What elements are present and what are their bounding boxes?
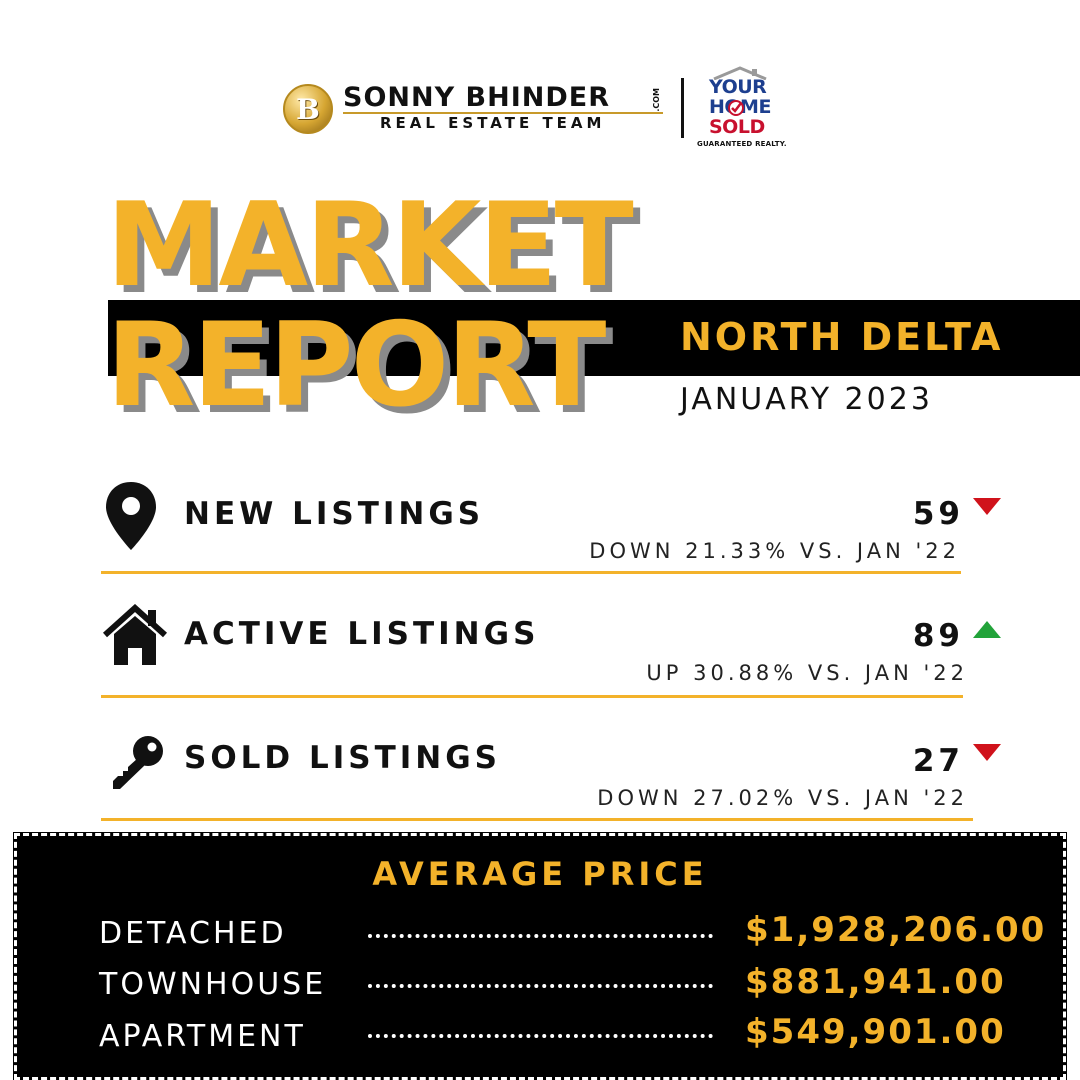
- price-value-townhouse: $881,941.00: [745, 962, 1006, 1002]
- price-label-townhouse: TOWNHOUSE: [99, 967, 327, 1002]
- roof-icon: [713, 66, 767, 80]
- stat-divider: [101, 818, 973, 821]
- location-label: NORTH DELTA: [680, 315, 1004, 359]
- key-icon: [113, 736, 163, 789]
- price-label-detached: DETACHED: [99, 916, 287, 951]
- average-price-panel: [13, 832, 1067, 1080]
- average-price-title: AVERAGE PRICE: [372, 855, 708, 893]
- trend-down-icon: [973, 744, 1001, 761]
- stat-label-active-listings: ACTIVE LISTINGS: [184, 616, 540, 652]
- report-period: JANUARY 2023: [680, 382, 933, 417]
- brand-name: SONNY BHINDER: [343, 82, 611, 113]
- stat-value-active-listings: 89: [912, 618, 964, 654]
- price-value-apartment: $549,901.00: [745, 1012, 1006, 1052]
- dotted-leader: [368, 984, 713, 988]
- trend-up-icon: [973, 621, 1001, 638]
- brand-initial: B: [296, 92, 320, 126]
- stat-change-sold-listings: DOWN 27.02% VS. JAN '22: [597, 786, 968, 810]
- partner-logo-footer: GUARANTEED REALTY.: [697, 140, 787, 148]
- stat-change-new-listings: DOWN 21.33% VS. JAN '22: [589, 539, 960, 563]
- brand-logo-emblem: B: [283, 84, 333, 134]
- title-line-1: MARKET: [106, 178, 634, 313]
- stat-label-new-listings: NEW LISTINGS: [184, 496, 485, 532]
- stat-change-active-listings: UP 30.88% VS. JAN '22: [646, 661, 968, 685]
- logo-divider: [681, 78, 684, 138]
- stat-value-new-listings: 59: [912, 496, 964, 532]
- brand-underline: [343, 112, 663, 114]
- check-icon: [728, 100, 744, 116]
- trend-down-icon: [973, 498, 1001, 515]
- house-icon: [102, 604, 168, 665]
- dotted-leader: [368, 1034, 713, 1038]
- partner-logo-line1: YOUR: [709, 76, 767, 98]
- price-value-detached: $1,928,206.00: [745, 910, 1047, 950]
- dotted-leader: [368, 934, 713, 938]
- brand-subtitle: REAL ESTATE TEAM: [380, 114, 606, 132]
- stat-value-sold-listings: 27: [912, 743, 964, 779]
- stat-label-sold-listings: SOLD LISTINGS: [184, 740, 501, 776]
- stat-divider: [101, 695, 963, 698]
- title-line-2: REPORT: [106, 298, 606, 433]
- title-band: [108, 300, 1080, 376]
- price-label-apartment: APARTMENT: [99, 1019, 306, 1054]
- map-pin-icon: [106, 482, 156, 550]
- partner-logo-line3: SOLD: [709, 116, 765, 138]
- stat-divider: [101, 571, 961, 574]
- brand-com: .COM: [652, 88, 661, 112]
